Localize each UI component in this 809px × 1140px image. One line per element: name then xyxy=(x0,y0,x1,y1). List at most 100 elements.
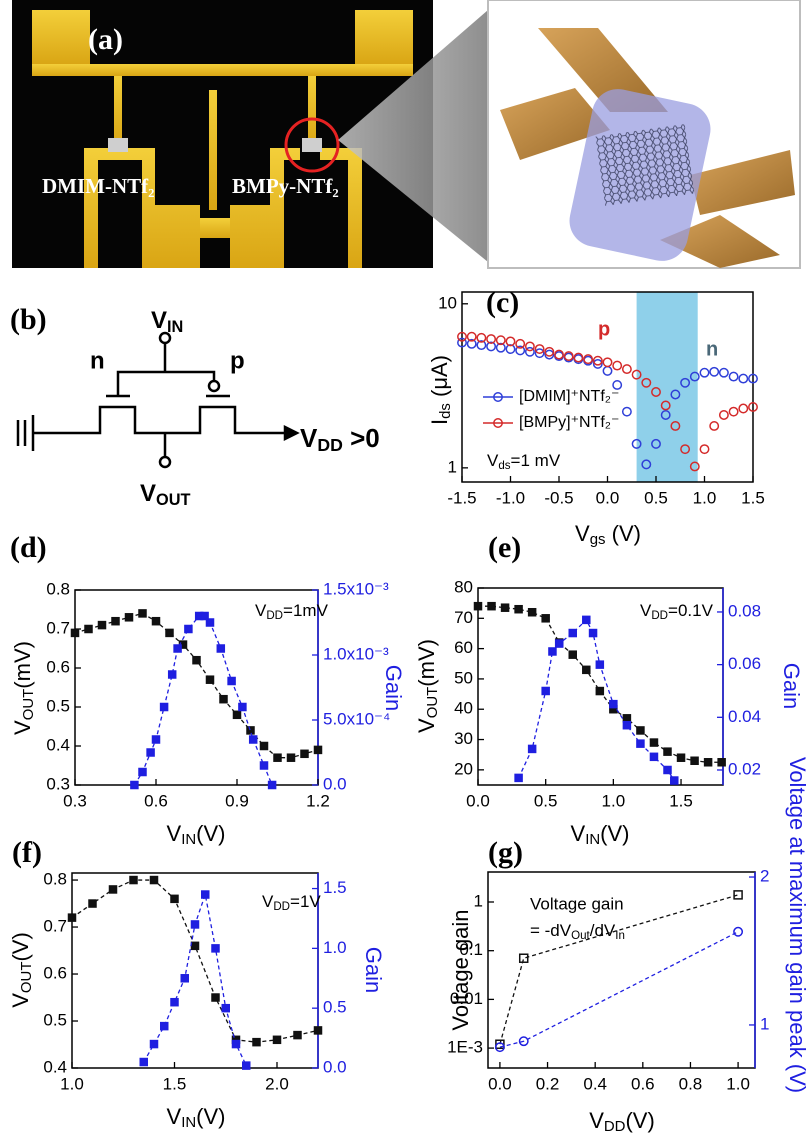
y-axis-label-part: V xyxy=(414,718,439,733)
data-point xyxy=(192,942,199,949)
data-point xyxy=(153,618,160,625)
x-tick-label: 0.8 xyxy=(679,1074,703,1093)
y2-tick-label: 1.5 xyxy=(323,878,347,897)
data-point xyxy=(623,407,631,415)
data-point xyxy=(261,762,268,769)
device-illustration xyxy=(488,0,800,268)
y-tick-label: 50 xyxy=(454,668,473,687)
annotation-part: =1 mV xyxy=(511,451,561,470)
panel-label: (a) xyxy=(88,23,123,56)
x-axis-label-part: V xyxy=(167,821,182,846)
data-point xyxy=(515,606,522,613)
annotation-part: /dV xyxy=(590,921,616,940)
y-axis-label-part: V xyxy=(8,993,33,1008)
data-point xyxy=(734,891,742,899)
x-axis-label: VDD(V) xyxy=(589,1108,655,1135)
data-point xyxy=(147,749,154,756)
annotation-part: V xyxy=(262,892,274,911)
data-point xyxy=(515,774,522,781)
page: (a)DMIM-NTf₂BMPy-NTf₂(b)VINnpVDD >0VOUT(… xyxy=(0,0,809,1140)
data-point xyxy=(315,1027,322,1034)
data-point xyxy=(110,886,117,893)
lead xyxy=(308,76,316,146)
y-tick-label: 20 xyxy=(454,759,473,778)
data-point xyxy=(171,895,178,902)
data-point xyxy=(247,727,254,734)
x-axis-label-part: (V) xyxy=(600,821,629,846)
y-tick-label: 30 xyxy=(454,729,473,748)
x-tick-label: 1.5 xyxy=(163,1074,187,1093)
x-tick-label: 2.0 xyxy=(265,1074,289,1093)
data-point xyxy=(181,975,188,982)
series-line xyxy=(500,932,738,1047)
annotation-part: V xyxy=(487,451,499,470)
x-axis-label-part: (V) xyxy=(606,521,641,546)
data-point xyxy=(222,1005,229,1012)
data-point xyxy=(583,666,590,673)
panel-label: (e) xyxy=(488,531,521,564)
sample xyxy=(108,138,128,152)
y-tick-label: 0.4 xyxy=(43,1057,67,1076)
x-axis-label-part: gs xyxy=(590,531,606,548)
circuit-label: VIN xyxy=(151,307,183,336)
x-axis-label: VIN(V) xyxy=(167,821,226,848)
data-point xyxy=(140,1059,147,1066)
annotation: p xyxy=(598,318,610,340)
vout-terminal xyxy=(160,457,170,467)
bus-line xyxy=(32,64,413,76)
lead xyxy=(114,76,122,146)
figure: (a)DMIM-NTf₂BMPy-NTf₂(b)VINnpVDD >0VOUT(… xyxy=(0,0,809,1140)
data-point xyxy=(610,701,617,708)
data-point xyxy=(207,676,214,683)
annotation-part: =1mV xyxy=(283,601,329,620)
data-point xyxy=(250,736,257,743)
data-point xyxy=(678,754,685,761)
data-point xyxy=(126,614,133,621)
data-point xyxy=(700,445,708,453)
data-point xyxy=(99,622,106,629)
data-point xyxy=(112,618,119,625)
circuit xyxy=(18,333,297,467)
x-axis-label-part: (V) xyxy=(196,821,225,846)
annotation-part: V xyxy=(640,601,652,620)
annotation-part: ds xyxy=(498,460,510,472)
y-tick-label: 0.7 xyxy=(46,618,70,637)
y-axis-label-part: OUT xyxy=(18,962,35,994)
data-point xyxy=(192,921,199,928)
data-point xyxy=(569,651,576,658)
data-point xyxy=(542,615,549,622)
device-label: DMIM-NTf₂ xyxy=(42,174,154,198)
data-point xyxy=(131,782,138,789)
x-axis-label-part: (V) xyxy=(196,1104,225,1129)
data-point xyxy=(549,648,556,655)
x-tick-label: 0.6 xyxy=(631,1074,655,1093)
y2-tick-label: 2 xyxy=(760,867,769,886)
y-tick-label: 0.5 xyxy=(43,1010,67,1029)
data-point xyxy=(502,604,509,611)
data-point xyxy=(583,616,590,623)
y-axis-label: Voltage gain xyxy=(448,909,473,1030)
circuit-label-part: V xyxy=(151,307,167,334)
y-axis-label: VOUT(V) xyxy=(8,932,35,1008)
series-line xyxy=(134,616,272,785)
graphene xyxy=(596,124,695,206)
data-point xyxy=(301,750,308,757)
annotation: = -dVOut/dVIn xyxy=(530,921,625,942)
data-point xyxy=(650,739,657,746)
circuit-label: p xyxy=(230,347,245,374)
y2-tick-label: 0.06 xyxy=(728,654,761,673)
y-axis-label: Ids (μA) xyxy=(427,355,454,425)
x-tick-label: 1.5 xyxy=(741,488,765,507)
data-point xyxy=(596,661,603,668)
y2-tick-label: 5.0x10⁻⁴ xyxy=(323,709,390,728)
data-point xyxy=(613,361,621,369)
y2-tick-label: 1.5x10⁻³ xyxy=(323,579,389,598)
data-point xyxy=(529,609,536,616)
annotation: Vds=1 mV xyxy=(487,451,561,472)
annotation: VDD=0.1V xyxy=(640,601,714,622)
y2-tick-label: 0.02 xyxy=(728,759,761,778)
data-point xyxy=(596,688,603,695)
data-point xyxy=(623,715,630,722)
data-point xyxy=(526,342,534,350)
annotation-part: Out xyxy=(571,930,590,942)
